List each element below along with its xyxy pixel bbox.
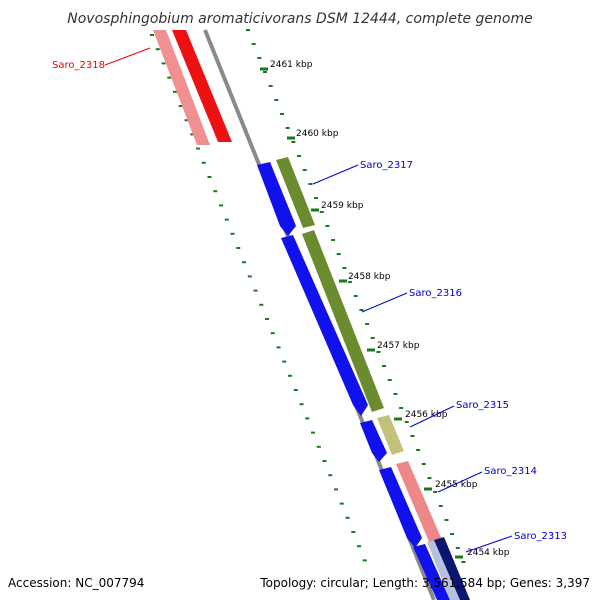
feature-saro-2313-shade[interactable]: [427, 540, 462, 600]
gene-features: [153, 30, 470, 600]
feature-cds-2313[interactable]: [413, 544, 450, 600]
gene-labels: Saro_2318 Saro_2317 Saro_2316 Saro_2315 Saro…: [52, 47, 567, 553]
ruler-label: 2459 kbp: [321, 201, 364, 211]
ruler-label: 2455 kbp: [435, 480, 478, 490]
gene-label[interactable]: Saro_2316: [409, 288, 462, 299]
feature-saro-2318-pink[interactable]: [153, 30, 210, 145]
gene-label-leader: [465, 535, 513, 553]
ruler: 2461 kbp 2460 kbp 2459 kbp 2458 kbp 2457 kbp…: [260, 60, 510, 559]
feature-cds-2316[interactable]: [281, 235, 368, 416]
feature-cds-2317[interactable]: [257, 162, 296, 236]
ruler-label: 2454 kbp: [467, 548, 510, 558]
gene-label[interactable]: Saro_2317: [360, 160, 413, 171]
accession-text: Accession: NC_007794: [8, 576, 145, 590]
feature-cds-2315[interactable]: [360, 420, 387, 462]
gene-label-leader: [409, 405, 455, 428]
ruler-label: 2458 kbp: [348, 272, 391, 282]
feature-saro-2314[interactable]: [396, 461, 442, 544]
gene-label[interactable]: Saro_2314: [484, 466, 537, 477]
ruler-label: 2460 kbp: [296, 129, 339, 139]
gene-label-leader: [361, 292, 408, 313]
gene-label-leader: [312, 164, 359, 185]
topology-text: Topology: circular; Length: 3,561,584 bp…: [260, 576, 590, 590]
feature-saro-2318[interactable]: [172, 30, 232, 142]
map-title: Novosphingobium aromaticivorans DSM 1244…: [67, 11, 532, 27]
feature-saro-2315[interactable]: [377, 415, 404, 455]
gene-label[interactable]: Saro_2315: [456, 400, 509, 411]
ruler-label: 2461 kbp: [270, 60, 313, 70]
gene-label-leader: [437, 471, 483, 493]
gene-label[interactable]: Saro_2318: [52, 60, 105, 71]
minor-tick-marks: [150, 29, 466, 563]
ruler-label: 2457 kbp: [377, 341, 420, 351]
gene-label[interactable]: Saro_2313: [514, 531, 567, 542]
gene-label-leader: [104, 47, 151, 66]
feature-saro-2313[interactable]: [434, 537, 470, 600]
feature-saro-2316[interactable]: [302, 230, 384, 412]
feature-cds-2314[interactable]: [379, 467, 422, 548]
ruler-label: 2456 kbp: [405, 410, 448, 420]
feature-saro-2317[interactable]: [276, 157, 315, 228]
